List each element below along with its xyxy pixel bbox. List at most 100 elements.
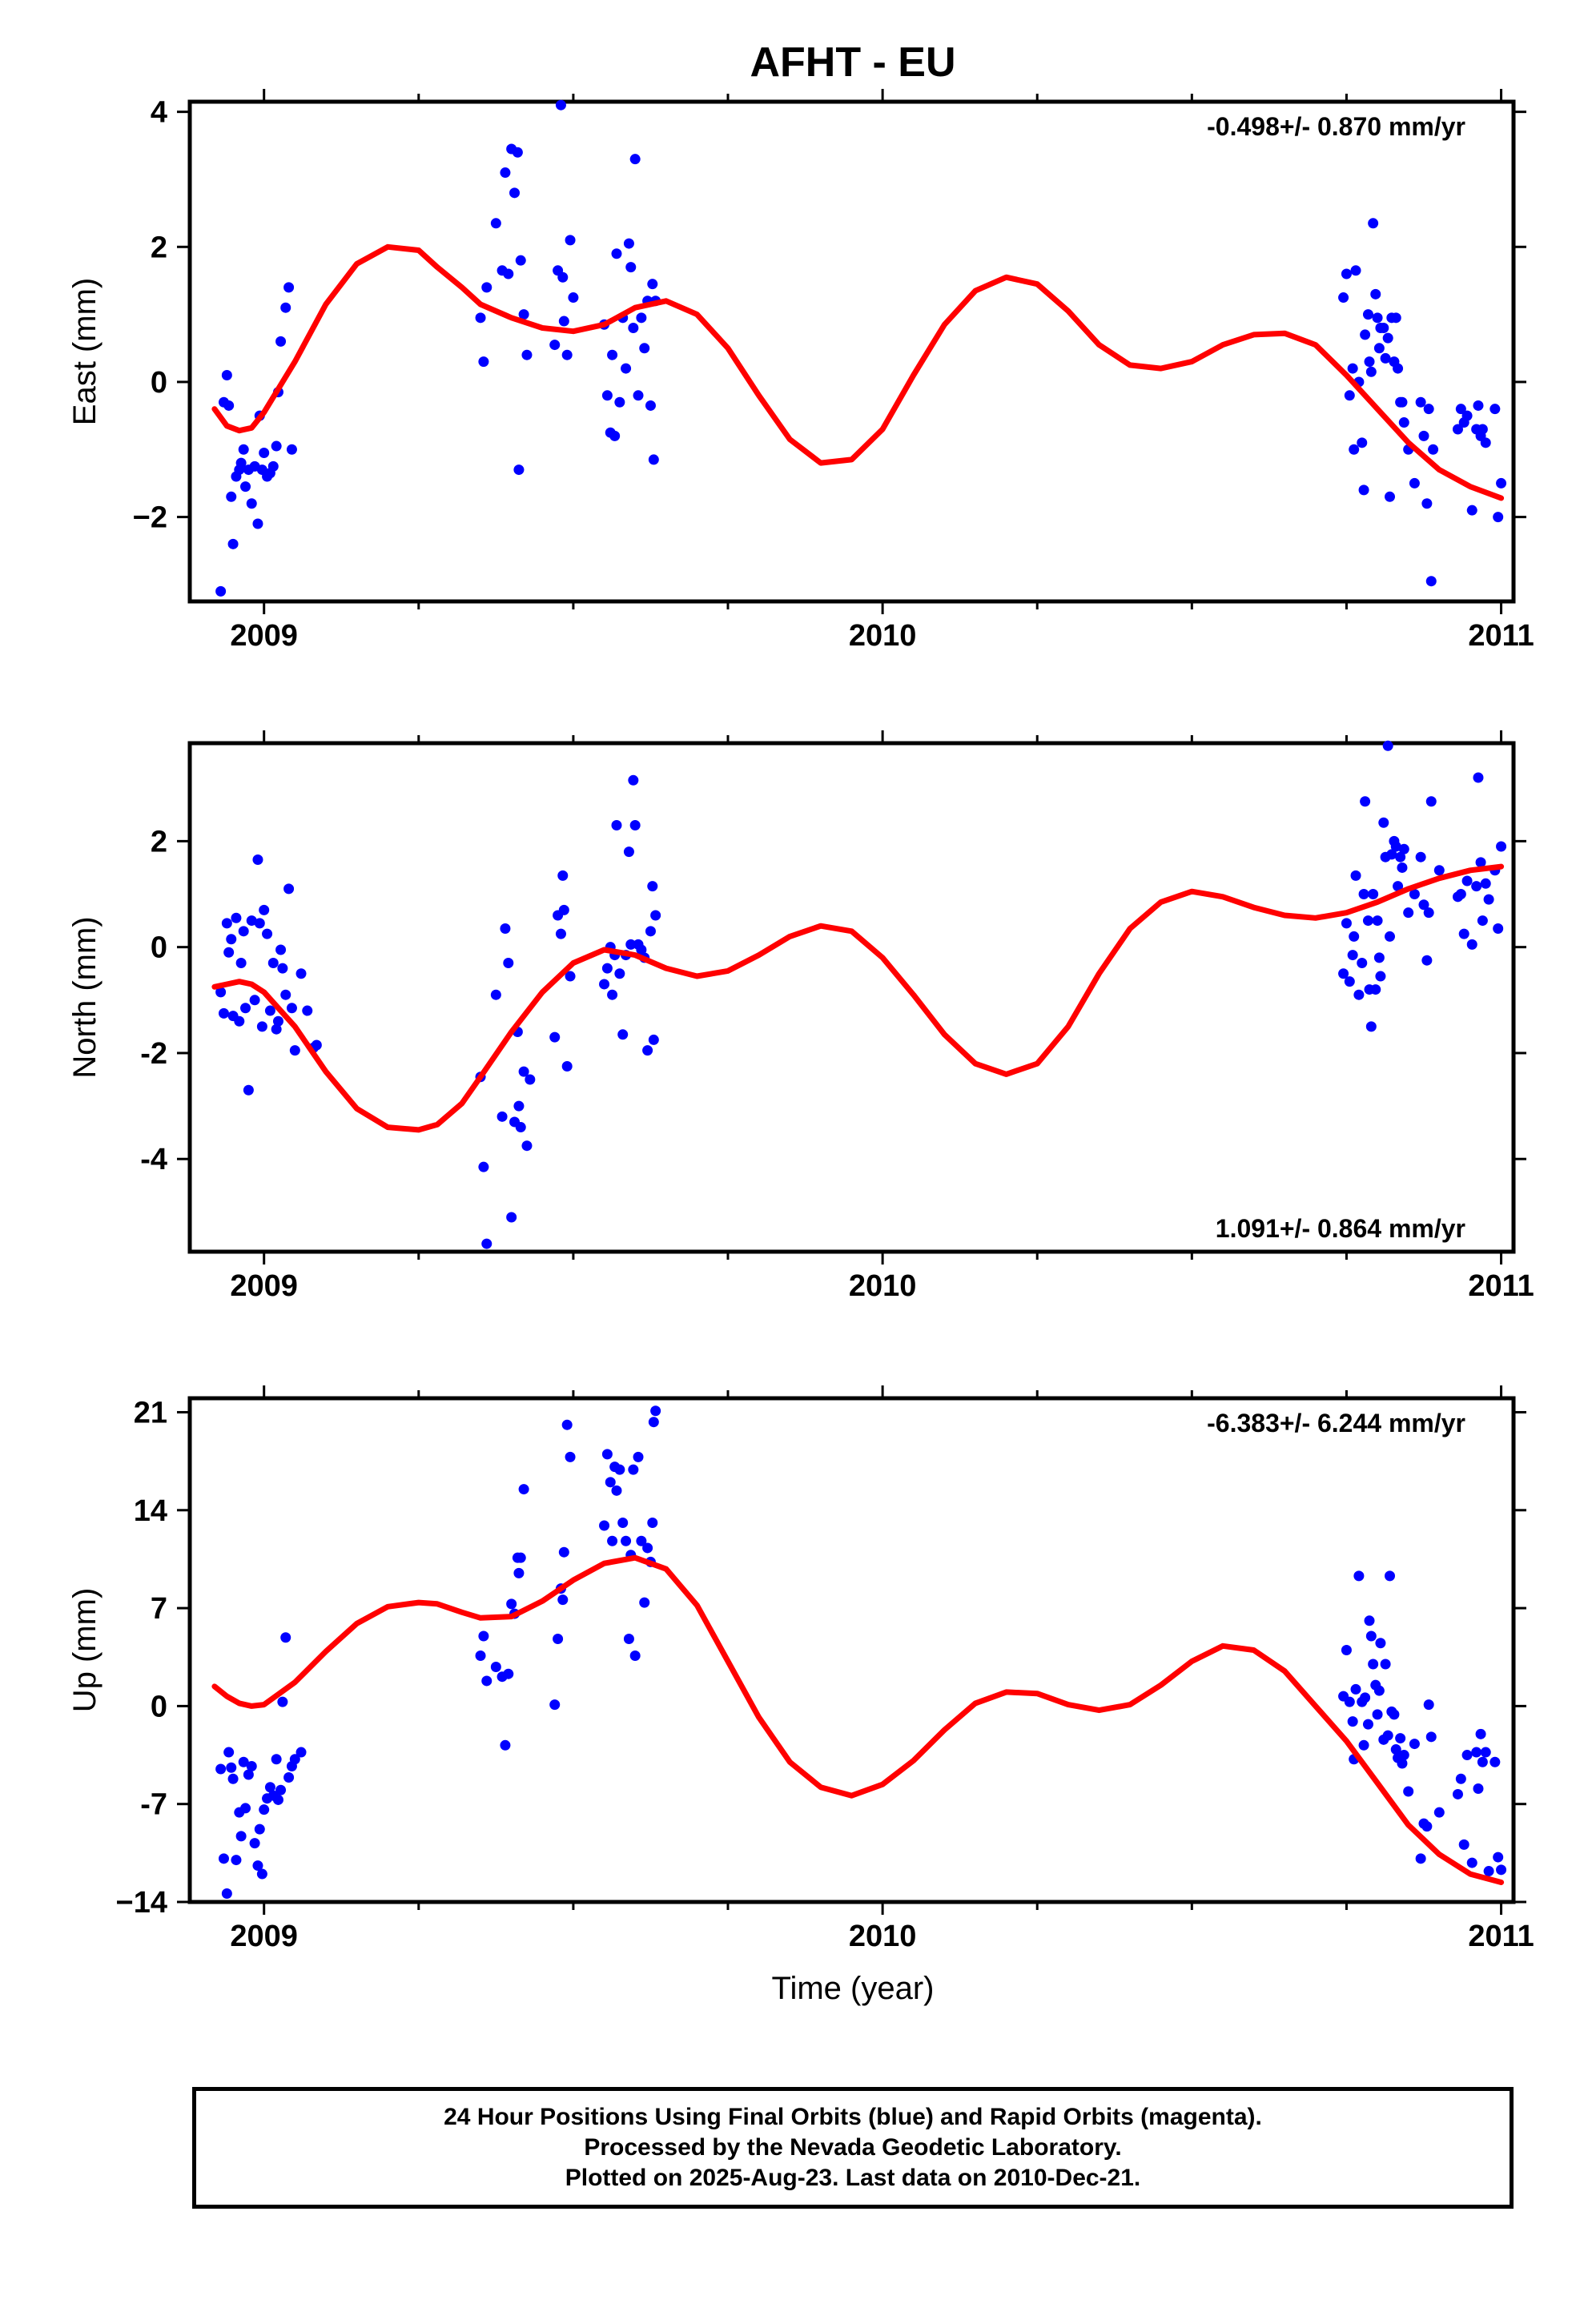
- up-data-point: [246, 1761, 257, 1772]
- north-data-point: [1423, 907, 1434, 919]
- east-data-point: [1382, 332, 1393, 344]
- up-data-point: [271, 1754, 282, 1765]
- east-data-point: [607, 349, 618, 360]
- up-data-point: [565, 1451, 576, 1462]
- east-data-point: [647, 279, 658, 290]
- north-data-point: [1477, 915, 1488, 927]
- north-data-point: [1395, 851, 1406, 862]
- east-data-point: [478, 356, 489, 368]
- east-data-point: [1393, 363, 1404, 374]
- up-data-point: [642, 1542, 653, 1554]
- north-data-point: [215, 987, 227, 998]
- caption-line-3: Plotted on 2025-Aug-23. Last data on 201…: [565, 2165, 1141, 2191]
- up-data-point: [490, 1661, 501, 1672]
- up-y-tick-label: −14: [116, 1886, 167, 1920]
- north-data-point: [1382, 740, 1393, 751]
- caption-line-1: 24 Hour Positions Using Final Orbits (bl…: [444, 2104, 1262, 2130]
- north-data-point: [1341, 918, 1352, 929]
- up-data-point: [561, 1419, 573, 1430]
- east-data-point: [1466, 505, 1477, 516]
- up-y-tick-label: 7: [151, 1592, 167, 1626]
- east-data-point: [223, 400, 235, 411]
- east-data-point: [549, 340, 561, 351]
- north-data-point: [226, 934, 237, 945]
- east-data-point: [235, 457, 247, 468]
- east-data-point: [521, 349, 533, 360]
- up-data-point: [1425, 1731, 1437, 1743]
- north-data-point: [1475, 857, 1486, 868]
- north-data-point: [259, 904, 270, 915]
- north-data-point: [648, 1034, 659, 1045]
- east-data-point: [1415, 396, 1426, 408]
- north-data-point: [636, 944, 647, 955]
- east-data-point: [221, 370, 232, 381]
- east-data-point: [227, 538, 239, 549]
- north-data-point: [500, 923, 511, 935]
- north-data-point: [1473, 772, 1484, 783]
- north-data-point: [565, 971, 576, 982]
- north-data-point: [1358, 889, 1369, 900]
- north-data-point: [617, 1029, 629, 1040]
- up-data-point: [515, 1552, 526, 1563]
- up-data-point: [1365, 1630, 1377, 1642]
- up-data-point: [1364, 1615, 1375, 1626]
- up-data-point: [1483, 1866, 1494, 1877]
- up-data-point: [1493, 1852, 1504, 1863]
- up-data-point: [617, 1518, 629, 1529]
- north-data-point: [262, 928, 273, 939]
- up-data-point: [1347, 1716, 1358, 1727]
- north-data-point: [231, 912, 242, 923]
- north-data-point: [218, 1007, 229, 1019]
- east-data-point: [518, 309, 529, 320]
- east-data-point: [280, 302, 291, 313]
- east-data-point: [1421, 498, 1433, 509]
- east-data-point: [1358, 485, 1369, 496]
- east-data-point: [515, 255, 526, 266]
- east-data-point: [623, 238, 634, 249]
- north-data-point: [249, 995, 260, 1006]
- north-y-tick-label: 2: [151, 825, 167, 858]
- north-data-point: [599, 979, 610, 990]
- up-data-point: [254, 1823, 265, 1835]
- up-data-point: [599, 1520, 610, 1531]
- up-data-point: [249, 1838, 260, 1849]
- up-data-point: [1353, 1570, 1365, 1582]
- north-data-point: [1370, 984, 1381, 995]
- north-data-point: [1344, 976, 1355, 987]
- north-data-point: [1421, 955, 1433, 966]
- east-data-point: [503, 268, 514, 279]
- north-data-point: [1338, 968, 1349, 979]
- up-data-point: [1480, 1747, 1491, 1758]
- north-data-point: [614, 968, 625, 979]
- panel-east: 2009 2010 2011 −2 0 2 4 East (mm) -0.498+/- 0.87…: [67, 89, 1534, 653]
- east-data-point: [1373, 343, 1385, 354]
- north-data-point: [1360, 796, 1371, 807]
- up-data-point: [478, 1630, 489, 1642]
- north-data-point: [234, 1015, 245, 1027]
- up-data-point: [259, 1804, 270, 1815]
- east-data-point: [267, 460, 279, 472]
- north-data-point: [525, 1074, 536, 1085]
- up-data-point: [605, 1477, 616, 1488]
- up-data-point: [1455, 1773, 1466, 1784]
- up-data-point: [1477, 1756, 1488, 1767]
- up-data-point: [1344, 1696, 1355, 1707]
- up-data-point: [1475, 1728, 1486, 1739]
- east-data-point: [1398, 417, 1409, 428]
- up-data-point: [1433, 1807, 1445, 1818]
- up-data-point: [518, 1484, 529, 1495]
- north-data-point: [1353, 989, 1365, 1000]
- north-data-point: [1493, 923, 1504, 935]
- north-data-point: [311, 1039, 322, 1051]
- east-data-point: [1455, 404, 1466, 415]
- north-data-point: [607, 989, 618, 1000]
- up-data-point: [549, 1699, 561, 1711]
- up-data-point: [256, 1868, 267, 1880]
- north-data-point: [1483, 894, 1494, 905]
- east-data-point: [252, 518, 263, 529]
- east-data-point: [238, 444, 249, 455]
- north-data-point: [252, 854, 263, 866]
- north-data-point: [629, 820, 641, 831]
- up-data-point: [636, 1535, 647, 1546]
- up-data-point: [650, 1405, 661, 1417]
